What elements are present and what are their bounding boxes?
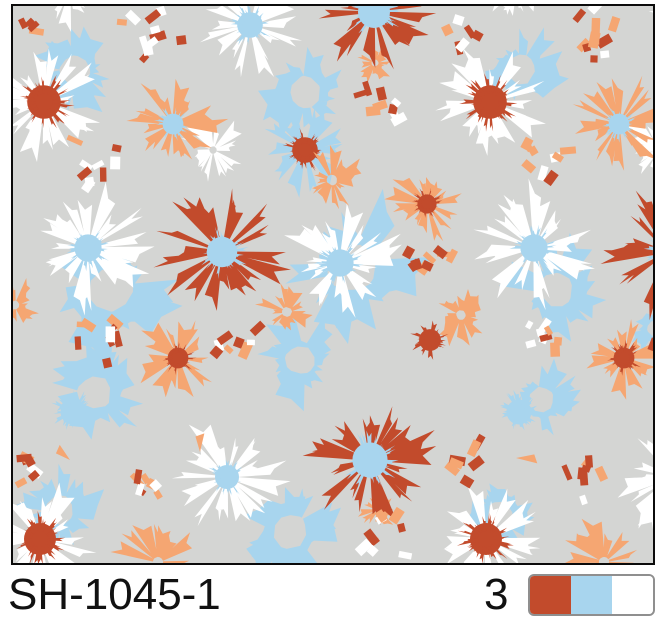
color-chip-rust[interactable]	[530, 576, 571, 614]
colorway-number: 3	[484, 570, 509, 619]
color-chip-white[interactable]	[612, 576, 653, 614]
colorway-chips[interactable]	[528, 574, 655, 616]
color-chip-light-blue[interactable]	[571, 576, 612, 614]
pattern-swatch-frame	[11, 4, 655, 565]
floral-pattern-image	[13, 6, 653, 563]
label-bar: SH-1045-1 3	[0, 565, 666, 624]
design-code: SH-1045-1	[8, 570, 221, 619]
